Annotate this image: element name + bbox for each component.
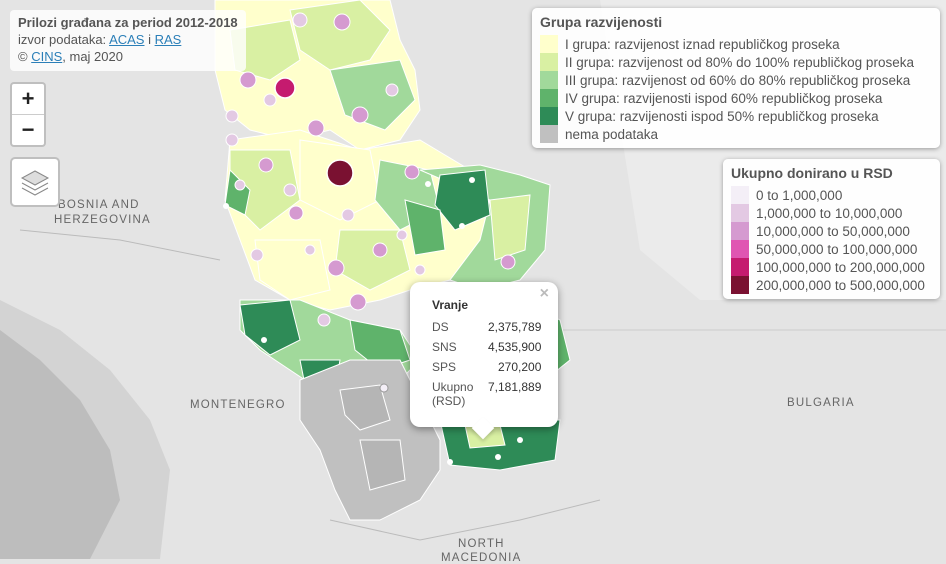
swatch — [731, 240, 749, 258]
legend-label: V grupa: razvijenosti ispod 50% republič… — [565, 108, 879, 124]
legend-label: IV grupa: razvijenosti ispod 60% republi… — [565, 90, 883, 106]
swatch — [731, 276, 749, 294]
legend-group-title: Grupa razvijenosti — [540, 14, 663, 30]
legend-label: 10,000,000 to 50,000,000 — [756, 223, 910, 239]
popup-value: 7,181,889 — [488, 380, 542, 394]
amount-bubbles[interactable] — [223, 12, 523, 465]
source-prefix: izvor podataka: — [18, 32, 110, 47]
legend-amount-item[interactable]: 1,000,000 to 10,000,000 — [731, 204, 902, 222]
popup-party: Ukupno (RSD) — [432, 380, 474, 408]
ras-link[interactable]: RAS — [154, 32, 182, 47]
legend-group-item[interactable]: nema podataka — [540, 125, 658, 143]
map-label-macedonia: MACEDONIA — [441, 552, 522, 564]
legend-group-item[interactable]: II grupa: razvijenost od 80% do 100% rep… — [540, 53, 914, 71]
copyright-line: © CINS, maj 2020 — [18, 48, 238, 65]
acas-link[interactable]: ACAS — [109, 32, 145, 47]
legend-amount-item[interactable]: 200,000,000 to 500,000,000 — [731, 276, 925, 294]
layers-button[interactable] — [10, 157, 60, 207]
source-info: Prilozi građana za period 2012-2018 izvo… — [10, 10, 246, 71]
legend-label: 200,000,000 to 500,000,000 — [756, 277, 925, 293]
popup-party: SPS — [432, 360, 457, 374]
region-east[interactable] — [404, 164, 551, 291]
swatch — [540, 71, 558, 89]
swatch — [731, 258, 749, 276]
popup-party: SNS — [432, 340, 457, 354]
source-line: izvor podataka: ACAS i RAS — [18, 31, 238, 48]
legend-label: nema podataka — [565, 126, 659, 142]
legend-label: 1,000,000 to 10,000,000 — [756, 205, 903, 221]
map-label-bosnia: BOSNIA AND — [58, 199, 140, 211]
legend-label: II grupa: razvijenost od 80% do 100% rep… — [565, 54, 914, 70]
legend-group-item[interactable]: I grupa: razvijenost iznad republičkog p… — [540, 35, 840, 53]
legend-amount-item[interactable]: 0 to 1,000,000 — [731, 186, 842, 204]
legend-development-group: Grupa razvijenosti I grupa: razvijenost … — [532, 8, 940, 148]
map-label-north: NORTH — [458, 538, 505, 550]
swatch — [731, 186, 749, 204]
swatch — [731, 204, 749, 222]
map-label-montenegro: MONTENEGRO — [190, 399, 286, 411]
popup-table: DS 2,375,789 SNS 4,535,900 SPS 270,200 Ukup… — [430, 317, 543, 411]
region-kosovo[interactable] — [299, 359, 441, 521]
swatch — [540, 35, 558, 53]
copyright-prefix: © — [18, 49, 32, 64]
zoom-out-button[interactable]: − — [21, 117, 35, 142]
swatch — [540, 53, 558, 71]
legend-amount-item[interactable]: 10,000,000 to 50,000,000 — [731, 222, 910, 240]
legend-label: I grupa: razvijenost iznad republičkog p… — [565, 36, 840, 52]
map-title: Prilozi građana za period 2012-2018 — [18, 15, 238, 30]
map-label-bulgaria: BULGARIA — [787, 397, 855, 409]
swatch — [540, 89, 558, 107]
legend-label: 50,000,000 to 100,000,000 — [756, 241, 918, 257]
popup-close-button[interactable]: × — [539, 285, 549, 302]
legend-group-item[interactable]: III grupa: razvijenost od 60% do 80% rep… — [540, 71, 910, 89]
zoom-in-button[interactable]: + — [12, 84, 44, 115]
popup-value: 4,535,900 — [488, 340, 542, 354]
legend-label: 0 to 1,000,000 — [756, 187, 843, 203]
copyright-suffix: , maj 2020 — [62, 49, 123, 64]
popup-value: 270,200 — [498, 360, 542, 374]
legend-amount-item[interactable]: 50,000,000 to 100,000,000 — [731, 240, 917, 258]
legend-group-item[interactable]: V grupa: razvijenosti ispod 50% republič… — [540, 107, 879, 125]
popup-row: SNS 4,535,900 — [430, 337, 543, 357]
layers-icon — [20, 170, 50, 196]
popup-row: SPS 270,200 — [430, 357, 543, 377]
popup-party: DS — [432, 320, 449, 334]
map-label-herzegovina: HERZEGOVINA — [54, 214, 151, 226]
popup-value: 2,375,789 — [488, 320, 542, 334]
legend-label: III grupa: razvijenost od 60% do 80% rep… — [565, 72, 911, 88]
popup-region-name: Vranje — [432, 298, 469, 312]
legend-group-item[interactable]: IV grupa: razvijenosti ispod 60% republi… — [540, 89, 882, 107]
swatch — [540, 125, 558, 143]
legend-amount-title: Ukupno donirano u RSD — [731, 165, 893, 181]
legend-amount-item[interactable]: 100,000,000 to 200,000,000 — [731, 258, 925, 276]
region-popup: × Vranje DS 2,375,789 SNS 4,535,900 SPS 270… — [410, 282, 558, 440]
popup-row: Ukupno (RSD) 7,181,889 — [430, 377, 543, 411]
cins-link[interactable]: CINS — [31, 49, 63, 64]
popup-row: DS 2,375,789 — [430, 317, 543, 337]
swatch — [540, 107, 558, 125]
legend-amount: Ukupno donirano u RSD 0 to 1,000,000 1,0… — [723, 159, 940, 299]
source-sep: i — [144, 32, 155, 47]
zoom-control: + − — [10, 82, 46, 147]
legend-label: 100,000,000 to 200,000,000 — [756, 259, 925, 275]
swatch — [731, 222, 749, 240]
